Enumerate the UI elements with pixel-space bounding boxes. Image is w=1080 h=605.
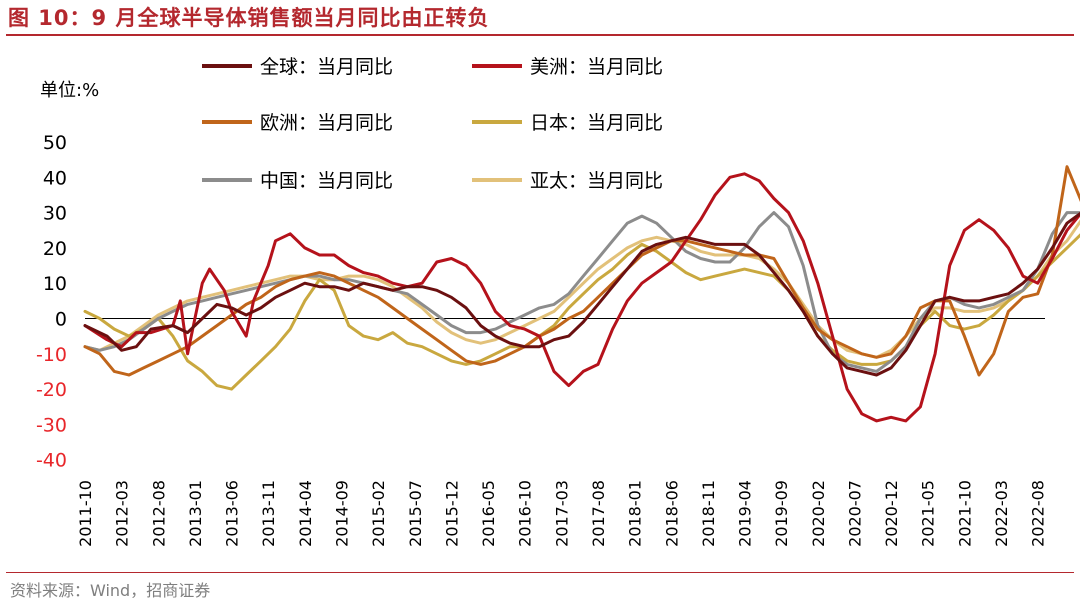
legend-label-china: 中国：当月同比 <box>260 170 393 192</box>
x-tick-label: 2014-04 <box>296 480 315 547</box>
x-tick-label: 2018-06 <box>662 480 681 547</box>
y-tick-label: 40 <box>43 167 67 189</box>
legend-label-global: 全球：当月同比 <box>260 56 393 78</box>
legend-label-europe: 欧洲：当月同比 <box>260 112 393 134</box>
x-tick-label: 2018-11 <box>699 480 718 547</box>
y-tick-label: -20 <box>36 379 67 401</box>
x-tick-label: 2012-03 <box>113 480 132 547</box>
x-tick-label: 2020-07 <box>845 480 864 547</box>
title-divider <box>6 34 1074 36</box>
x-tick-label: 2011-10 <box>76 480 95 547</box>
legend-label-apac: 亚太：当月同比 <box>530 170 663 192</box>
x-tick-label: 2020-02 <box>809 480 828 547</box>
x-tick-label: 2019-09 <box>772 480 791 547</box>
y-tick-label: 20 <box>43 238 67 260</box>
figure-title: 图 10：9 月全球半导体销售额当月同比由正转负 <box>8 6 490 30</box>
unit-label: 单位:% <box>40 80 100 101</box>
x-tick-label: 2022-03 <box>992 480 1011 547</box>
series-line-america <box>83 172 1080 423</box>
x-tick-label: 2019-04 <box>736 480 755 547</box>
x-tick-label: 2015-02 <box>369 480 388 547</box>
series-line-europe <box>83 165 1080 377</box>
x-tick-label: 2018-01 <box>626 480 645 547</box>
x-tick-label: 2017-08 <box>589 480 608 547</box>
x-tick-label: 2014-09 <box>332 480 351 547</box>
legend-label-japan: 日本：当月同比 <box>530 112 663 134</box>
x-tick-label: 2013-01 <box>186 480 205 547</box>
x-tick-label: 2016-05 <box>479 480 498 547</box>
legend-label-america: 美洲：当月同比 <box>530 56 663 78</box>
y-tick-label: 50 <box>43 132 67 154</box>
x-tick-label: 2016-10 <box>516 480 535 547</box>
x-tick-label: 2013-06 <box>223 480 242 547</box>
x-tick-label: 2017-03 <box>552 480 571 547</box>
y-tick-label: -40 <box>36 450 67 472</box>
x-tick-label: 2020-12 <box>882 480 901 547</box>
source-note: 资料来源：Wind，招商证券 <box>10 581 211 600</box>
series-line-apac <box>83 219 1080 359</box>
x-tick-label: 2022-08 <box>1029 480 1048 547</box>
x-tick-label: 2013-11 <box>259 480 278 547</box>
source-divider <box>6 572 1074 573</box>
x-tick-label: 2021-05 <box>919 480 938 547</box>
series-line-china <box>83 211 1080 373</box>
y-tick-label: -10 <box>36 344 67 366</box>
y-tick-label: 0 <box>55 309 67 331</box>
y-tick-label: 10 <box>43 273 67 295</box>
y-tick-label: 30 <box>43 203 67 225</box>
x-tick-label: 2012-08 <box>149 480 168 547</box>
x-tick-label: 2021-10 <box>955 480 974 547</box>
x-tick-label: 2015-12 <box>442 480 461 547</box>
series-line-japan <box>83 233 1080 391</box>
y-tick-label: -30 <box>36 414 67 436</box>
x-tick-label: 2015-07 <box>406 480 425 547</box>
series-line-global <box>83 211 1080 377</box>
